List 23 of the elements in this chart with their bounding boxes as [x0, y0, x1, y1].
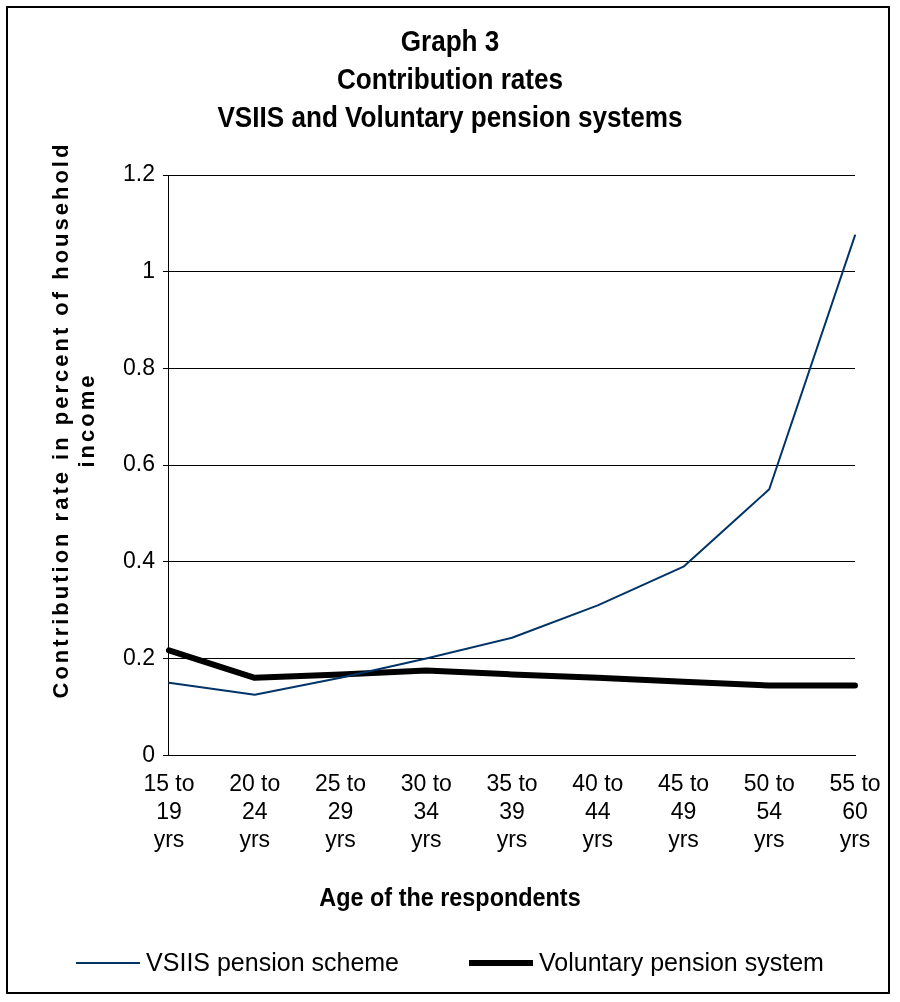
x-tick-label: 25 to 29 yrs — [314, 770, 367, 852]
x-tick-label: 50 to 54 yrs — [743, 770, 795, 852]
y-tick-label: 1.2 — [122, 160, 155, 187]
y-tick-label: 0.4 — [122, 547, 156, 574]
y-axis-title: Contribution rate in percent of household income — [48, 140, 100, 701]
x-tick-label: 20 to 24 yrs — [229, 770, 281, 852]
y-tick-label: 1 — [142, 257, 155, 284]
y-tick-label: 0.6 — [122, 450, 155, 477]
y-tick-label: 0.2 — [122, 643, 155, 670]
y-tick-label: 0 — [142, 740, 155, 767]
text: Contribution rates — [336, 63, 564, 95]
legend-label: Voluntary pension system — [539, 948, 824, 977]
x-tick-label: 45 to 49 yrs — [657, 770, 710, 852]
x-tick-label: 40 to 44 yrs — [572, 770, 624, 852]
y-tick-label: 0.8 — [122, 353, 155, 380]
legend-label: VSIIS pension scheme — [146, 948, 400, 977]
text: Graph 3 — [400, 25, 500, 57]
x-tick-label: 15 to 19 yrs — [143, 770, 195, 852]
x-tick-label: 35 to 39 yrs — [486, 770, 538, 852]
text: VSIIS and Voluntary pension systems — [217, 101, 683, 133]
x-axis-title: Age of the respondents — [318, 882, 582, 913]
x-tick-label: 55 to 60 yrs — [829, 770, 881, 852]
x-tick-label: 30 to 34 yrs — [400, 770, 452, 852]
